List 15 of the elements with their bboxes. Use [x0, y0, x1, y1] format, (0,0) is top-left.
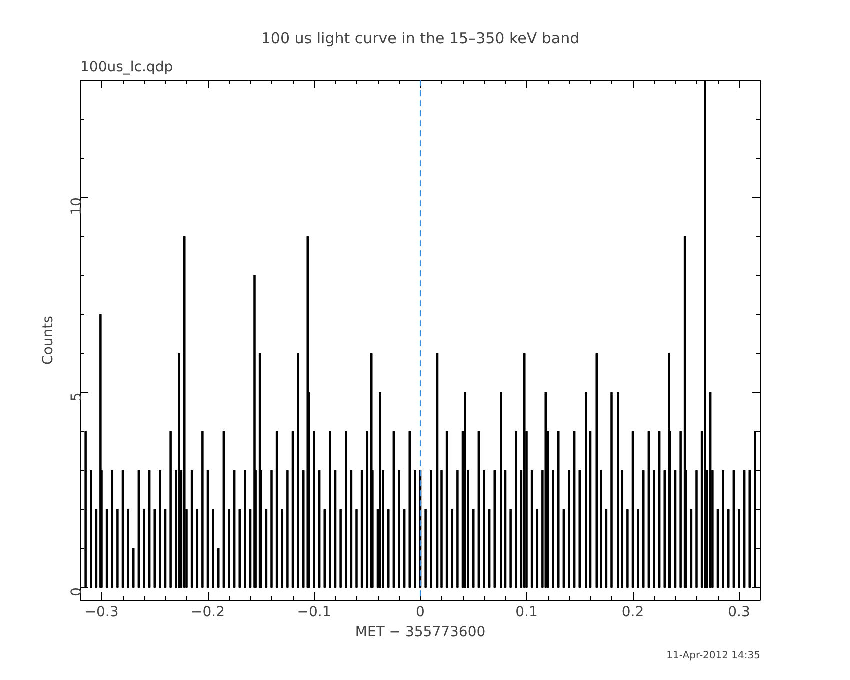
y-tick-label: 0 [69, 588, 85, 597]
x-tick-label: 0 [416, 604, 425, 620]
text: 100us_lc.qdp [80, 60, 174, 76]
x-axis-title: MET − 355773600 [355, 624, 486, 640]
x-tick-label: −0.1 [297, 604, 332, 620]
y-axis-title: Counts [40, 316, 56, 365]
chart-title: 100 us light curve in the 15–350 keV band [261, 30, 580, 48]
text: 11-Apr-2012 14:35 [666, 650, 760, 662]
x-tick-label: −0.3 [84, 604, 119, 620]
x-tick-label: −0.2 [191, 604, 225, 620]
x-tick-label: 0.3 [728, 604, 750, 620]
y-tick-label: 5 [69, 392, 85, 402]
x-tick-label: 0.1 [516, 604, 538, 620]
x-tick-label: 0.2 [622, 604, 644, 620]
y-tick-label: 10 [69, 198, 85, 216]
